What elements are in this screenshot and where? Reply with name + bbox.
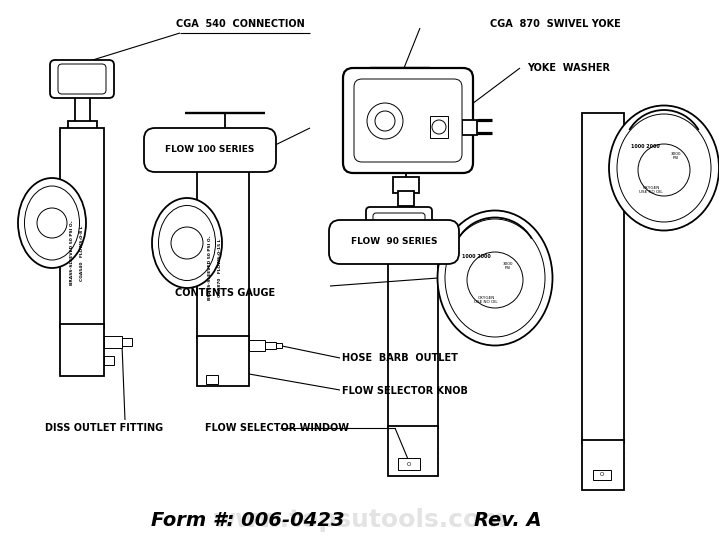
FancyBboxPatch shape [366, 207, 432, 257]
Text: DISS OUTLET FITTING: DISS OUTLET FITTING [45, 423, 163, 433]
Bar [392, 92, 408, 102]
Bar [593, 470, 611, 480]
FancyBboxPatch shape [329, 220, 459, 264]
Bar [265, 342, 276, 349]
Bar [75, 93, 90, 123]
Bar [388, 426, 438, 476]
Text: FLOW SELECTOR KNOB: FLOW SELECTOR KNOB [342, 386, 468, 396]
Bar [122, 338, 132, 346]
FancyBboxPatch shape [58, 64, 106, 94]
FancyBboxPatch shape [373, 213, 425, 251]
Text: O: O [600, 473, 604, 478]
FancyBboxPatch shape [354, 79, 462, 162]
Text: 1000 2000: 1000 2000 [462, 253, 490, 258]
Ellipse shape [437, 210, 552, 345]
Bar [622, 162, 642, 180]
Bar [398, 458, 420, 470]
Bar [206, 375, 218, 384]
Text: CGA  540  CONNECTION: CGA 540 CONNECTION [175, 19, 304, 29]
Bar [582, 440, 624, 490]
Text: BRASS-SLEEVED 50 PSI O₂: BRASS-SLEEVED 50 PSI O₂ [70, 221, 74, 285]
Circle shape [171, 227, 203, 259]
Bar [68, 121, 97, 130]
Text: FLOW  90 SERIES: FLOW 90 SERIES [351, 238, 437, 247]
Text: 3000
PSI: 3000 PSI [503, 262, 513, 270]
Bar [60, 324, 104, 376]
Bar [60, 128, 104, 328]
Bar [430, 116, 448, 138]
Text: CGA  870  SWIVEL YOKE: CGA 870 SWIVEL YOKE [490, 19, 620, 29]
Circle shape [432, 120, 446, 134]
Text: CONTENTS GAUGE: CONTENTS GAUGE [175, 288, 275, 298]
Text: Rev. A: Rev. A [475, 511, 542, 530]
Circle shape [467, 252, 523, 308]
Text: OXYGEN
USE NO OIL: OXYGEN USE NO OIL [639, 186, 663, 194]
Text: HOSE  BARB  OUTLET: HOSE BARB OUTLET [342, 353, 458, 363]
Text: FLOW 100 SERIES: FLOW 100 SERIES [165, 146, 255, 155]
Bar [398, 191, 414, 206]
Bar [276, 343, 282, 348]
FancyBboxPatch shape [144, 128, 276, 172]
Bar [197, 336, 249, 386]
Text: CGA870   FLOWS:0-15 L: CGA870 FLOWS:0-15 L [218, 239, 222, 297]
Ellipse shape [158, 205, 216, 281]
Ellipse shape [18, 178, 86, 268]
Text: www.topsutools.com: www.topsutools.com [212, 508, 506, 532]
Circle shape [638, 144, 690, 196]
Bar [249, 340, 265, 351]
FancyBboxPatch shape [50, 60, 114, 98]
Bar [393, 177, 419, 193]
Bar [582, 113, 624, 443]
Text: YOKE  WASHER: YOKE WASHER [527, 63, 610, 73]
Bar [104, 356, 114, 365]
Text: OXYGEN
USE NO OIL: OXYGEN USE NO OIL [475, 296, 498, 304]
Circle shape [37, 208, 67, 238]
Bar [218, 146, 232, 160]
Text: Form #: 006-0423: Form #: 006-0423 [151, 511, 345, 530]
Text: 3000
PSI: 3000 PSI [671, 152, 681, 160]
Text: BRASS-SLEEVED 50 PSI O₂: BRASS-SLEEVED 50 PSI O₂ [208, 235, 212, 300]
Text: 1000 2000: 1000 2000 [631, 143, 659, 148]
Bar [104, 336, 122, 348]
Bar [197, 158, 249, 338]
Bar [388, 250, 438, 428]
Ellipse shape [152, 198, 222, 288]
Circle shape [367, 103, 403, 139]
Ellipse shape [24, 186, 80, 260]
Bar [624, 142, 642, 162]
Bar [462, 120, 477, 135]
Ellipse shape [617, 114, 711, 222]
Circle shape [375, 111, 395, 131]
Bar [214, 135, 236, 148]
Text: FLOW SELECTOR WINDOW: FLOW SELECTOR WINDOW [205, 423, 349, 433]
Text: O: O [407, 461, 411, 466]
Ellipse shape [445, 219, 545, 337]
FancyBboxPatch shape [343, 68, 473, 173]
Text: CGA540   FLOWS:0-8 L: CGA540 FLOWS:0-8 L [80, 225, 84, 281]
Ellipse shape [609, 105, 719, 230]
